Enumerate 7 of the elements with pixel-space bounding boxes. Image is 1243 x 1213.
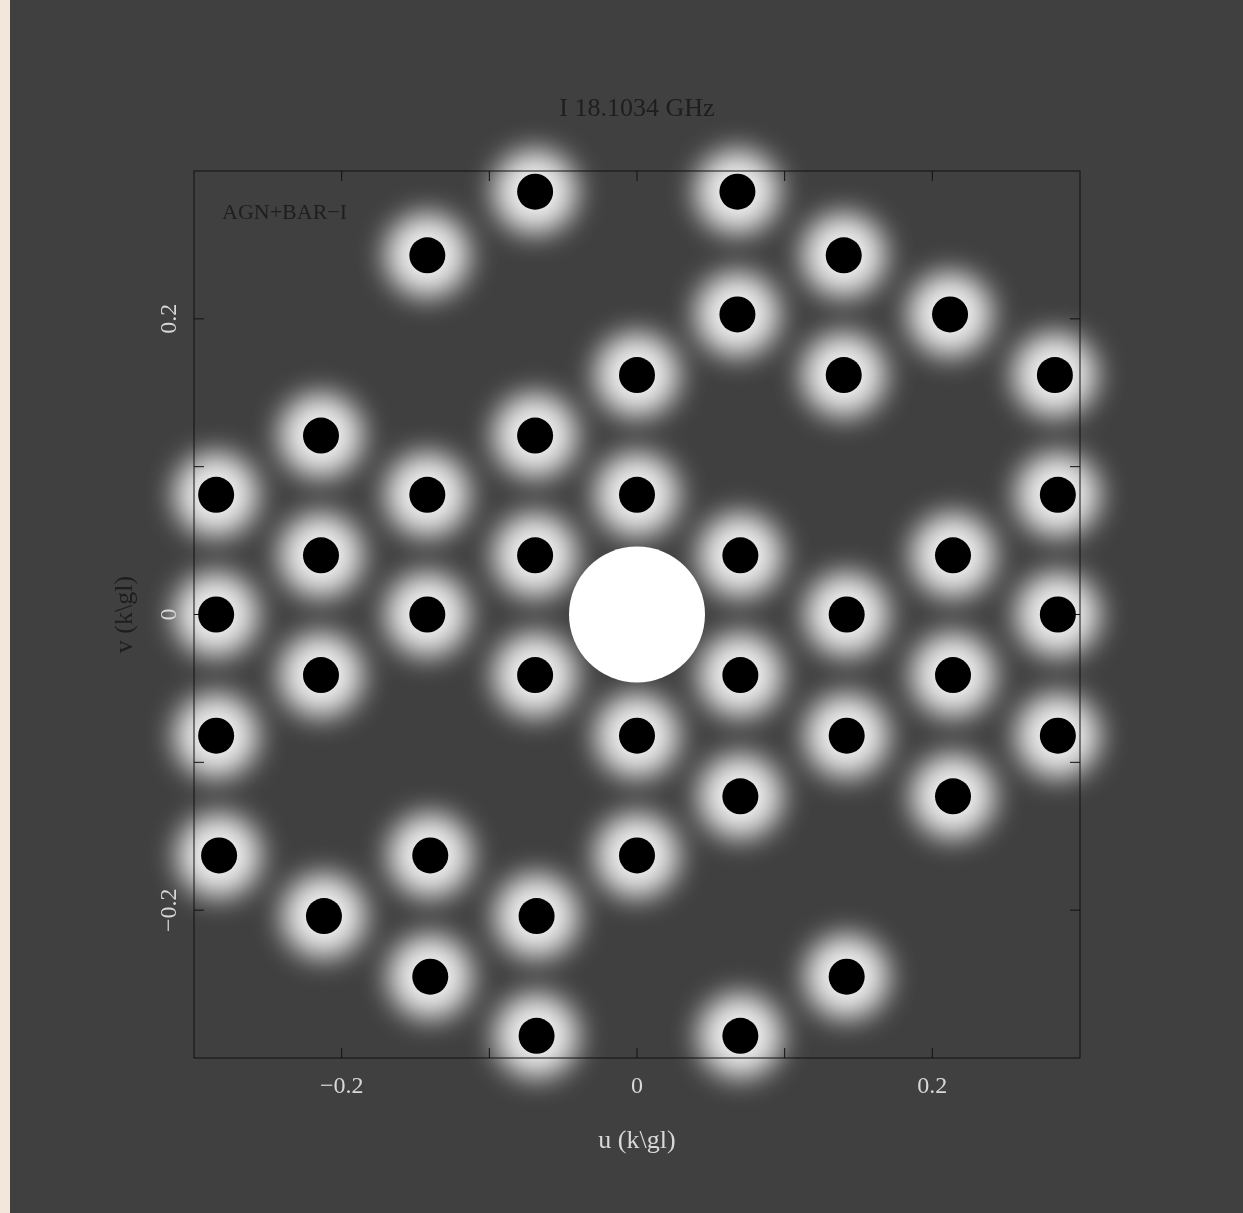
x-axis-title: u (k\gl) — [598, 1125, 676, 1154]
y-tick-label: 0.2 — [155, 303, 181, 334]
x-tick-label: 0.2 — [917, 1072, 948, 1098]
y-tick-label: 0 — [155, 608, 181, 621]
y-tick-label: −0.2 — [155, 888, 181, 932]
x-tick-label: 0 — [631, 1072, 643, 1098]
x-tick-label: −0.2 — [319, 1072, 364, 1098]
